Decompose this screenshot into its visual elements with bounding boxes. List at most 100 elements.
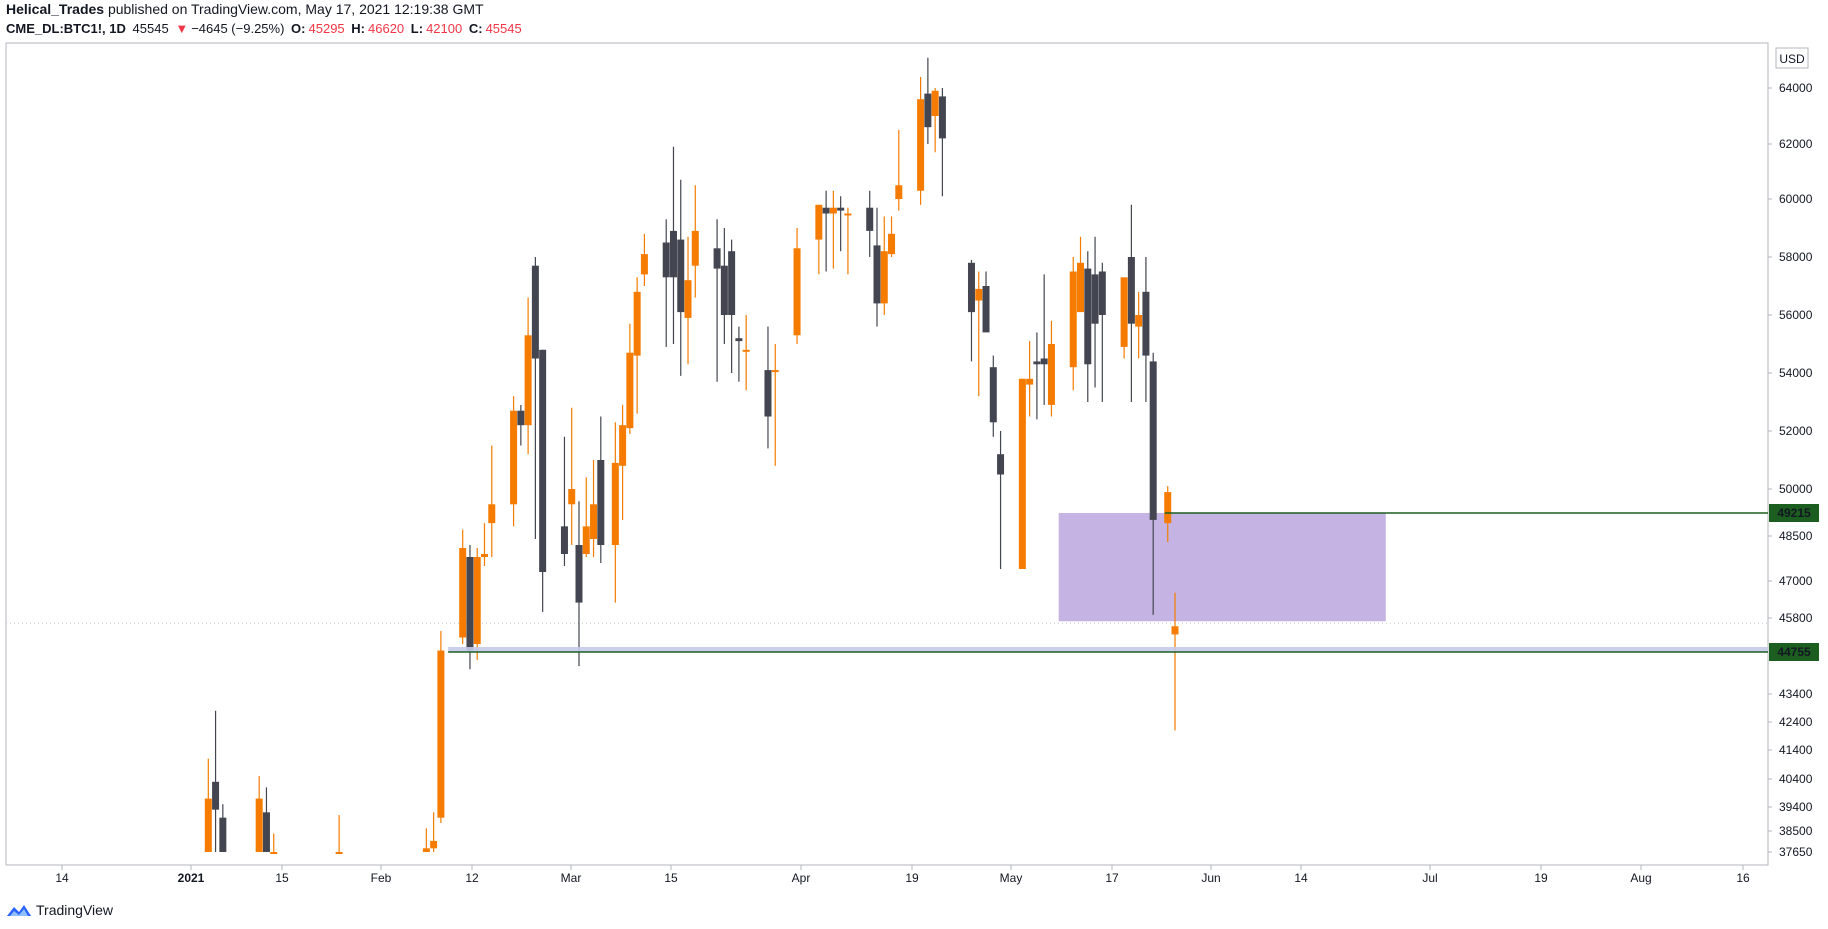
published-text: published on TradingView.com, May 17, 20…: [104, 1, 484, 17]
candle-body: [575, 545, 583, 603]
time-tick-label: Apr: [792, 871, 811, 885]
candle-body: [1033, 361, 1041, 365]
candle-body: [1084, 268, 1092, 365]
price-tick-label: 40400: [1779, 772, 1813, 786]
high-label: H:: [351, 21, 365, 36]
candle: [880, 216, 888, 315]
candle: [815, 204, 823, 275]
candle: [1098, 262, 1106, 402]
candle-body: [873, 245, 881, 304]
candle-body: [938, 96, 946, 139]
candle: [212, 710, 220, 852]
price-tick-label: 56000: [1779, 308, 1813, 322]
candle: [837, 196, 845, 252]
time-tick-label: Jul: [1422, 871, 1437, 885]
symbol-label[interactable]: CME_DL:BTC1!, 1D: [6, 21, 126, 36]
candle-body: [1091, 274, 1099, 324]
candle-body: [837, 207, 845, 211]
candle-body: [1098, 271, 1106, 315]
price-tick-label: 50000: [1779, 482, 1813, 496]
candle: [669, 146, 677, 344]
candle-body: [1171, 626, 1179, 635]
footer-brand[interactable]: TradingView: [36, 902, 114, 918]
high-value: 46620: [368, 21, 405, 36]
candle-body: [1149, 361, 1157, 520]
tradingview-logo-icon: [7, 905, 31, 916]
candle: [270, 833, 278, 854]
price-change: −4645 (−9.25%): [191, 21, 285, 36]
candle-body: [568, 489, 576, 505]
last-price: 45545: [132, 21, 169, 36]
candle-body: [560, 526, 568, 554]
time-tick-label: 2021: [178, 871, 205, 885]
candle-body: [262, 812, 270, 852]
candle-body: [895, 185, 903, 199]
candle: [822, 190, 830, 272]
price-tick-label: 39400: [1779, 800, 1813, 814]
candle: [582, 477, 590, 557]
candle-body: [430, 840, 438, 849]
low-value: 42100: [426, 21, 463, 36]
candle-body: [255, 798, 263, 852]
candle: [844, 207, 852, 275]
price-tick-label: 45800: [1779, 611, 1813, 625]
candle-body: [997, 454, 1005, 475]
candle-body: [771, 370, 779, 373]
candle-body: [597, 460, 605, 545]
candle: [1033, 332, 1041, 420]
candle: [1171, 592, 1179, 731]
candle: [931, 88, 939, 153]
candle-body: [975, 288, 983, 301]
candle-body: [866, 207, 874, 231]
level-price-tag: [1769, 504, 1819, 522]
candle: [924, 57, 932, 144]
candle: [255, 776, 263, 852]
candle: [895, 130, 903, 211]
candle: [771, 344, 779, 466]
candle: [1091, 236, 1099, 388]
price-tick-label: 38500: [1779, 824, 1813, 838]
down-arrow-icon: ▼: [175, 21, 189, 36]
candle: [422, 828, 430, 852]
candle: [531, 257, 539, 539]
candle-body: [1164, 492, 1172, 524]
candle-body: [888, 233, 896, 255]
publish-line: Helical_Trades published on TradingView.…: [6, 0, 1706, 19]
candle: [989, 355, 997, 437]
price-tick-label: 42400: [1779, 715, 1813, 729]
candle: [517, 404, 525, 446]
candle-body: [669, 230, 677, 278]
candle-body: [691, 230, 699, 266]
candle-body: [742, 349, 750, 352]
candle-body: [735, 338, 743, 342]
highlight-zone: [1058, 513, 1386, 622]
low-label: L:: [410, 21, 424, 36]
candle: [575, 501, 583, 667]
price-tick-label: 54000: [1779, 366, 1813, 380]
author-name[interactable]: Helical_Trades: [6, 1, 105, 17]
symbol-line: CME_DL:BTC1!, 1D 45545 ▼ −4645 (−9.25%) O…: [6, 19, 1706, 38]
time-tick-label: 14: [1294, 871, 1308, 885]
candle: [459, 529, 467, 645]
price-tick-label: 62000: [1779, 137, 1813, 151]
candle: [619, 404, 627, 520]
open-value: 45295: [308, 21, 345, 36]
candle-body: [1135, 315, 1143, 327]
open-label: O:: [291, 21, 306, 36]
currency-box: [1775, 47, 1809, 69]
level-price-label: 49215: [1777, 506, 1811, 520]
candle-body: [1069, 271, 1077, 368]
candle: [473, 548, 481, 660]
candle: [597, 416, 605, 563]
candle: [1142, 257, 1150, 402]
time-tick-label: Aug: [1630, 871, 1651, 885]
time-tick-label: 14: [55, 871, 69, 885]
candle-body: [1040, 358, 1048, 365]
candle-body: [335, 852, 343, 854]
price-tick-label: 58000: [1779, 250, 1813, 264]
candle-body: [924, 93, 932, 128]
candle: [873, 207, 881, 327]
candle-body: [212, 781, 220, 810]
candle: [430, 812, 438, 852]
